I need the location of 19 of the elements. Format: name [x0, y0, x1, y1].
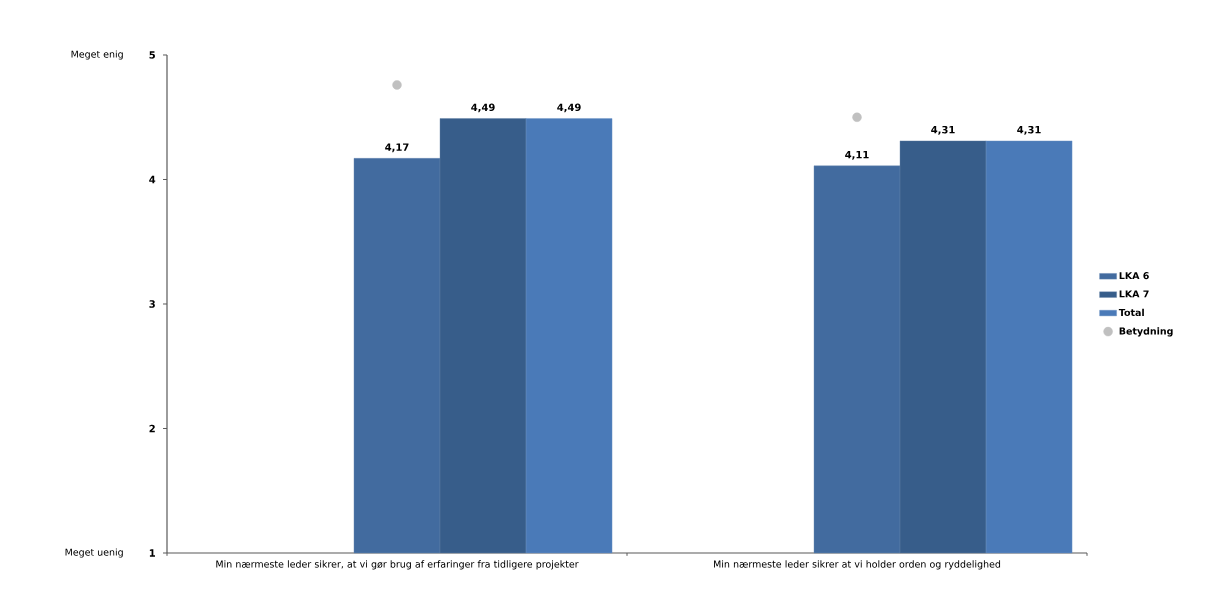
legend-label: LKA 7 — [1119, 290, 1149, 298]
data-label: 4,31 — [931, 125, 955, 135]
data-label: 4,49 — [471, 103, 495, 113]
legend-label: Total — [1118, 308, 1144, 317]
legend-label: LKA 6 — [1119, 272, 1149, 280]
y-tick-label: 3 — [149, 300, 155, 308]
y-tick-label: 5 — [149, 51, 155, 59]
data-label: 4,31 — [1017, 125, 1041, 135]
y-tick-label: 4 — [149, 175, 156, 184]
x-tick-label: Min nærmeste leder sikrer, at vi gør brug af erfaringer fra tidligere projekter — [216, 560, 579, 570]
legend-label: Betydning — [1119, 327, 1173, 337]
data-label: 4,17 — [385, 143, 409, 153]
y-tick-label: 1 — [149, 549, 155, 557]
text: Meget uenig — [65, 548, 123, 558]
y-tick-label: 2 — [149, 424, 155, 433]
data-label: 4,49 — [557, 103, 581, 113]
text: Meget enig — [71, 50, 123, 60]
data-label: 4,11 — [845, 150, 869, 160]
x-tick-label: Min nærmeste leder sikrer at vi holder orden og ryddelighed — [714, 560, 1001, 570]
